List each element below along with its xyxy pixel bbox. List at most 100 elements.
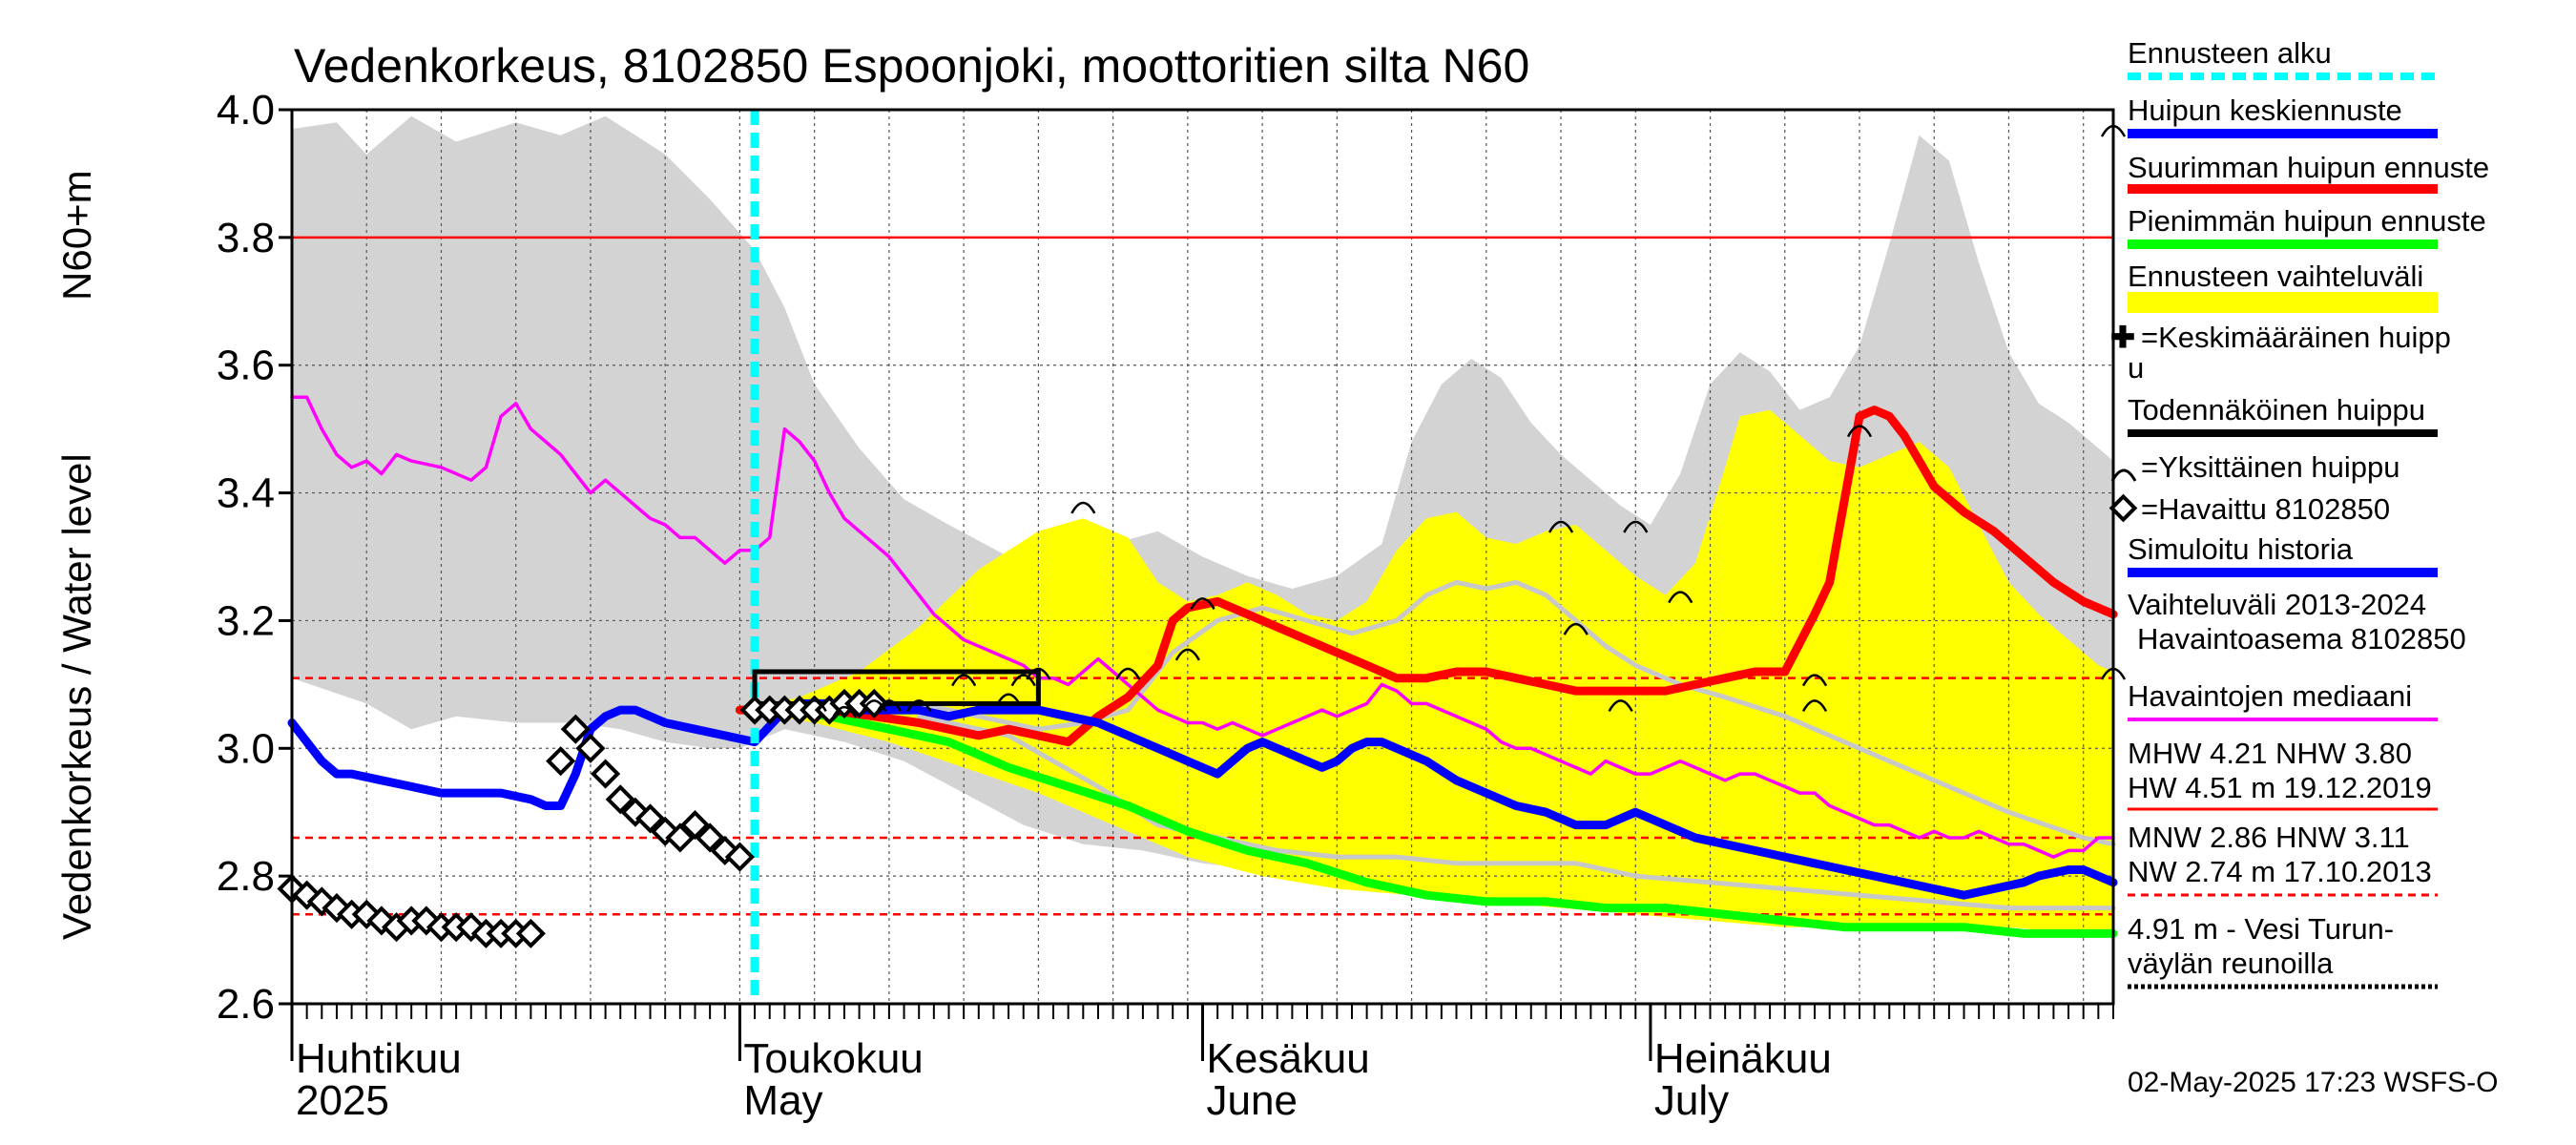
legend-stats-hw: HW 4.51 m 19.12.2019: [2128, 771, 2432, 804]
legend-forecast-range: Ennusteen vaihteluväli: [2128, 260, 2423, 293]
x-month-label: Toukokuu: [743, 1035, 923, 1082]
y-tick-label: 2.6: [217, 981, 275, 1028]
single-peak-marker: [1801, 699, 1828, 713]
y-tick-label: 4.0: [217, 87, 275, 134]
single-peak-marker: [995, 693, 1022, 706]
x-month-label: Huhtikuu: [296, 1035, 462, 1082]
forecast-range-band: [739, 409, 2113, 934]
legend-likely-peak: Todennäköinen huippu: [2128, 393, 2425, 427]
single-peak-marker: [1563, 622, 1589, 635]
single-peak-marker: [1190, 597, 1215, 610]
legend-median: Havaintojen mediaani: [2128, 679, 2412, 713]
y-axis-label: Vedenkorkeus / Water level: [54, 453, 99, 940]
legend-arc-icon: [2110, 468, 2137, 482]
observed-point: [515, 918, 546, 948]
simulation-grey-line-low: [916, 714, 2116, 911]
observed-point: [679, 810, 711, 841]
y-tick-label: 3.0: [217, 725, 275, 772]
legend-swatch-forecast-range: [2128, 292, 2438, 313]
x-month-label: Kesäkuu: [1207, 1035, 1370, 1082]
legend-stats-mnw: MNW 2.86 HNW 3.11: [2128, 821, 2410, 854]
mean-forecast-line: [287, 698, 2118, 900]
observed-point: [591, 759, 621, 789]
footer-timestamp: 02-May-2025 17:23 WSFS-O: [2128, 1067, 2499, 1098]
observed-point: [501, 918, 531, 948]
legend-diamond-icon: [2109, 493, 2138, 523]
series-lines: [287, 110, 2118, 1004]
legend-mean-peak-cont: u: [2128, 351, 2144, 385]
observed-point: [546, 746, 576, 777]
single-peak-marker: [1608, 699, 1633, 713]
y-axis-label-unit: N60+m: [54, 170, 99, 301]
observed-point: [739, 695, 770, 725]
x-month-sublabel: May: [743, 1077, 822, 1124]
observed-point: [470, 918, 501, 948]
observed-point: [695, 822, 725, 853]
single-peak-marker: [1801, 674, 1828, 687]
markers-layer: [277, 124, 2127, 948]
legend-simulated: Simuloitu historia: [2128, 532, 2354, 566]
observed-point: [396, 906, 426, 936]
legend-forecast-start: Ennusteen alku: [2128, 36, 2332, 70]
single-peak-marker: [951, 674, 977, 687]
single-peak-marker: [1846, 425, 1873, 438]
simulation-grey-line: [916, 579, 2116, 847]
single-peak-marker: [1174, 648, 1200, 661]
single-peak-marker: [876, 699, 902, 713]
legend-plus-icon: ✚: [2110, 321, 2135, 354]
bands-layer: [292, 115, 2113, 934]
legend-mean-peak: =Keskimääräinen huipp: [2141, 321, 2451, 354]
legend-range-station: Havaintoasema 8102850: [2137, 622, 2466, 656]
x-month-sublabel: 2025: [296, 1077, 389, 1124]
observed-point: [426, 912, 457, 943]
observed-point: [784, 695, 815, 725]
legend-single-peak: =Yksittäinen huippu: [2141, 450, 2399, 484]
observed-point: [859, 688, 889, 718]
legend-stats-mhw: MHW 4.21 NHW 3.80: [2128, 737, 2412, 770]
chart-title: Vedenkorkeus, 8102850 Espoonjoki, mootto…: [294, 39, 1529, 93]
observed-point: [844, 688, 875, 718]
x-month-sublabel: June: [1207, 1077, 1298, 1124]
single-peak-marker: [906, 699, 932, 713]
single-peak-marker: [1010, 674, 1036, 687]
legend-max-forecast: Suurimman huipun ennuste: [2128, 151, 2489, 184]
median-line: [290, 395, 2115, 859]
max-forecast-line: [735, 406, 2118, 747]
observed-point: [605, 784, 635, 815]
single-peak-marker: [1668, 591, 1693, 604]
single-peak-marker: [1070, 501, 1096, 514]
observed-point: [337, 899, 367, 929]
single-peak-marker: [862, 699, 887, 713]
legend-min-forecast: Pienimmän huipun ennuste: [2128, 204, 2486, 238]
y-tick-label: 3.2: [217, 597, 275, 644]
observed-point: [755, 695, 785, 725]
legend-note-2: väylän reunoilla: [2128, 947, 2334, 980]
observed-point: [575, 733, 606, 763]
legend-stats-nw: NW 2.74 m 17.10.2013: [2128, 855, 2432, 888]
observed-point: [665, 822, 696, 853]
x-month-sublabel: July: [1654, 1077, 1729, 1124]
y-tick-label: 3.6: [217, 343, 275, 389]
single-peak-marker: [1548, 520, 1574, 533]
x-month-label: Heinäkuu: [1654, 1035, 1832, 1082]
observed-point: [560, 714, 591, 744]
min-forecast-line: [735, 705, 2118, 938]
observed-point: [724, 842, 755, 872]
observed-point: [769, 695, 800, 725]
y-tick-label: 3.4: [217, 470, 275, 517]
observed-point: [486, 918, 516, 948]
legend-mean-forecast: Huipun keskiennuste: [2128, 94, 2402, 127]
legend-range-years: Vaihteluväli 2013-2024: [2128, 588, 2426, 621]
single-peak-marker: [1115, 667, 1141, 680]
legend: Ennusteen alku Huipun keskiennuste Suuri…: [2109, 36, 2489, 989]
single-peak-marker: [1623, 520, 1649, 533]
single-peak-marker: [1026, 667, 1051, 680]
single-peak-marker: [831, 705, 858, 718]
y-tick-label: 3.8: [217, 215, 275, 261]
observed-point: [441, 912, 471, 943]
observed-point: [634, 803, 666, 834]
legend-note-1: 4.91 m - Vesi Turun-: [2128, 912, 2394, 946]
single-peak-marker: [801, 699, 827, 713]
